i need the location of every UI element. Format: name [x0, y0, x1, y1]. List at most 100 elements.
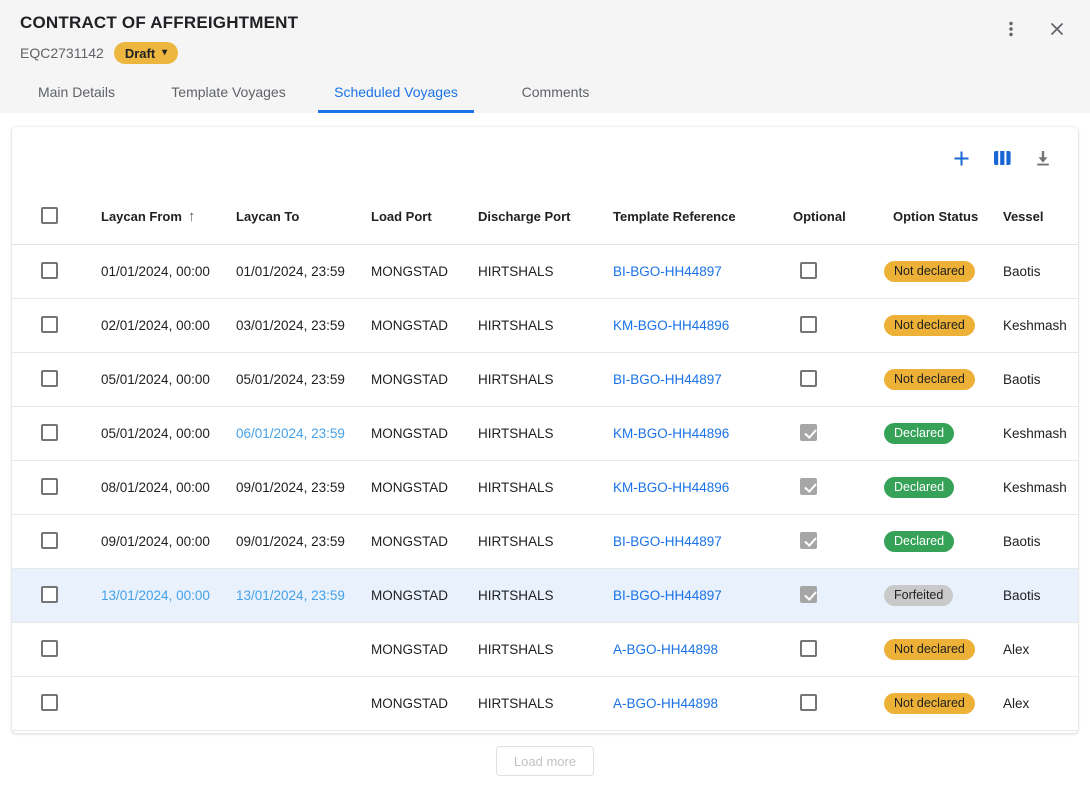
optional-checkbox[interactable]	[800, 693, 817, 711]
laycan-from-cell: 13/01/2024, 00:00	[101, 588, 210, 603]
load-port-cell: MONGSTAD	[371, 696, 448, 711]
optional-cell	[769, 693, 884, 714]
load-more-button[interactable]: Load more	[495, 746, 595, 776]
vessel-cell: Alex	[1003, 696, 1030, 711]
table-header-row: Laycan From ↑ Laycan To Load Port Discha…	[12, 189, 1078, 245]
template-reference-cell: A-BGO-HH44898	[613, 642, 769, 657]
template-reference-link[interactable]: BI-BGO-HH44897	[613, 372, 722, 387]
template-reference-link[interactable]: KM-BGO-HH44896	[613, 318, 730, 333]
tab-template-voyages[interactable]: Template Voyages	[171, 83, 286, 100]
option-status-cell: Not declared	[884, 261, 1003, 282]
load-port-cell: MONGSTAD	[371, 372, 448, 387]
option-status-cell: Not declared	[884, 369, 1003, 390]
option-status-cell: Declared	[884, 477, 1003, 498]
template-reference-link[interactable]: BI-BGO-HH44897	[613, 588, 722, 603]
template-reference-cell: KM-BGO-HH44896	[613, 426, 769, 441]
select-cell	[12, 585, 101, 606]
column-header-discharge-port[interactable]: Discharge Port	[478, 209, 571, 224]
optional-checkbox[interactable]	[800, 315, 817, 333]
contract-id-row: EQC2731142 Draft ▾	[20, 42, 179, 64]
column-header-load-port[interactable]: Load Port	[371, 209, 432, 224]
option-status-badge: Not declared	[884, 315, 975, 336]
load-port-cell: MONGSTAD	[371, 588, 448, 603]
caret-down-icon: ▾	[162, 47, 168, 58]
optional-checkbox[interactable]	[800, 369, 817, 387]
tab-bar: Main Details Template Voyages Scheduled …	[14, 70, 637, 113]
template-reference-link[interactable]: KM-BGO-HH44896	[613, 426, 730, 441]
select-cell	[12, 639, 101, 660]
sort-ascending-icon[interactable]: ↑	[187, 208, 196, 225]
scheduled-voyages-card: Laycan From ↑ Laycan To Load Port Discha…	[12, 127, 1078, 733]
row-checkbox[interactable]	[41, 585, 58, 603]
column-header-optional[interactable]: Optional	[793, 209, 846, 224]
tab-main-details[interactable]: Main Details	[37, 83, 116, 100]
load-port-cell: MONGSTAD	[371, 426, 448, 441]
row-checkbox[interactable]	[41, 261, 58, 279]
optional-checkbox[interactable]	[800, 639, 817, 657]
option-status-badge: Not declared	[884, 369, 975, 390]
table-row[interactable]: 02/01/2024, 00:00 03/01/2024, 23:59 MONG…	[12, 299, 1078, 353]
optional-checkbox[interactable]	[800, 531, 817, 549]
select-cell	[12, 693, 101, 714]
laycan-from-cell: 01/01/2024, 00:00	[101, 264, 210, 279]
laycan-to-cell: 01/01/2024, 23:59	[236, 264, 345, 279]
table-row[interactable]: 05/01/2024, 00:00 06/01/2024, 23:59 MONG…	[12, 407, 1078, 461]
column-header-laycan-to[interactable]: Laycan To	[236, 209, 300, 224]
option-status-cell: Not declared	[884, 315, 1003, 336]
template-reference-link[interactable]: BI-BGO-HH44897	[613, 534, 722, 549]
column-header-template-reference[interactable]: Template Reference	[613, 209, 736, 224]
row-checkbox[interactable]	[41, 423, 58, 441]
optional-checkbox[interactable]	[800, 423, 817, 441]
discharge-port-cell: HIRTSHALS	[478, 264, 554, 279]
header-cell-select	[12, 206, 101, 227]
discharge-port-cell: HIRTSHALS	[478, 642, 554, 657]
template-reference-link[interactable]: A-BGO-HH44898	[613, 696, 719, 711]
close-icon[interactable]	[1048, 20, 1066, 38]
table-row[interactable]: 05/01/2024, 00:00 05/01/2024, 23:59 MONG…	[12, 353, 1078, 407]
template-reference-link[interactable]: BI-BGO-HH44897	[613, 264, 722, 279]
column-header-vessel[interactable]: Vessel	[1003, 209, 1044, 224]
optional-checkbox[interactable]	[800, 585, 817, 603]
table-row[interactable]: MONGSTAD HIRTSHALS A-BGO-HH44898 Not dec…	[12, 677, 1078, 731]
discharge-port-cell: HIRTSHALS	[478, 372, 554, 387]
row-checkbox[interactable]	[41, 477, 58, 495]
table-row[interactable]: MONGSTAD HIRTSHALS A-BGO-HH44898 Not dec…	[12, 623, 1078, 677]
template-reference-link[interactable]: A-BGO-HH44898	[613, 642, 719, 657]
table-row[interactable]: 08/01/2024, 00:00 09/01/2024, 23:59 MONG…	[12, 461, 1078, 515]
option-status-badge: Not declared	[884, 693, 975, 714]
column-header-option-status[interactable]: Option Status	[893, 209, 979, 224]
discharge-port-cell: HIRTSHALS	[478, 534, 554, 549]
load-port-cell: MONGSTAD	[371, 642, 448, 657]
option-status-badge: Not declared	[884, 261, 975, 282]
optional-checkbox[interactable]	[800, 261, 817, 279]
download-icon[interactable]	[1034, 149, 1052, 167]
row-checkbox[interactable]	[41, 315, 58, 333]
add-voyage-icon[interactable]	[952, 149, 971, 168]
load-port-cell: MONGSTAD	[371, 318, 448, 333]
tab-scheduled-voyages[interactable]: Scheduled Voyages	[318, 70, 474, 113]
tab-comments[interactable]: Comments	[521, 83, 590, 100]
table-row[interactable]: 09/01/2024, 00:00 09/01/2024, 23:59 MONG…	[12, 515, 1078, 569]
row-checkbox[interactable]	[41, 369, 58, 387]
row-checkbox[interactable]	[41, 531, 58, 549]
option-status-cell: Not declared	[884, 693, 1003, 714]
vessel-cell: Baotis	[1003, 588, 1041, 603]
load-port-cell: MONGSTAD	[371, 480, 448, 495]
table-row[interactable]: 13/01/2024, 00:00 13/01/2024, 23:59 MONG…	[12, 569, 1078, 623]
more-options-icon[interactable]	[1002, 20, 1020, 38]
template-reference-cell: BI-BGO-HH44897	[613, 264, 769, 279]
vessel-cell: Baotis	[1003, 534, 1041, 549]
option-status-cell: Declared	[884, 423, 1003, 444]
table-row[interactable]: 01/01/2024, 00:00 01/01/2024, 23:59 MONG…	[12, 245, 1078, 299]
row-checkbox[interactable]	[41, 693, 58, 711]
manage-columns-icon[interactable]	[993, 149, 1012, 167]
column-header-laycan-from[interactable]: Laycan From ↑	[101, 208, 196, 225]
row-checkbox[interactable]	[41, 639, 58, 657]
status-dropdown-button[interactable]: Draft ▾	[113, 42, 179, 64]
laycan-to-cell: 13/01/2024, 23:59	[236, 588, 345, 603]
option-status-badge: Declared	[884, 531, 955, 552]
optional-checkbox[interactable]	[800, 477, 817, 495]
select-all-checkbox[interactable]	[41, 206, 58, 224]
template-reference-link[interactable]: KM-BGO-HH44896	[613, 480, 730, 495]
optional-cell	[769, 423, 884, 444]
